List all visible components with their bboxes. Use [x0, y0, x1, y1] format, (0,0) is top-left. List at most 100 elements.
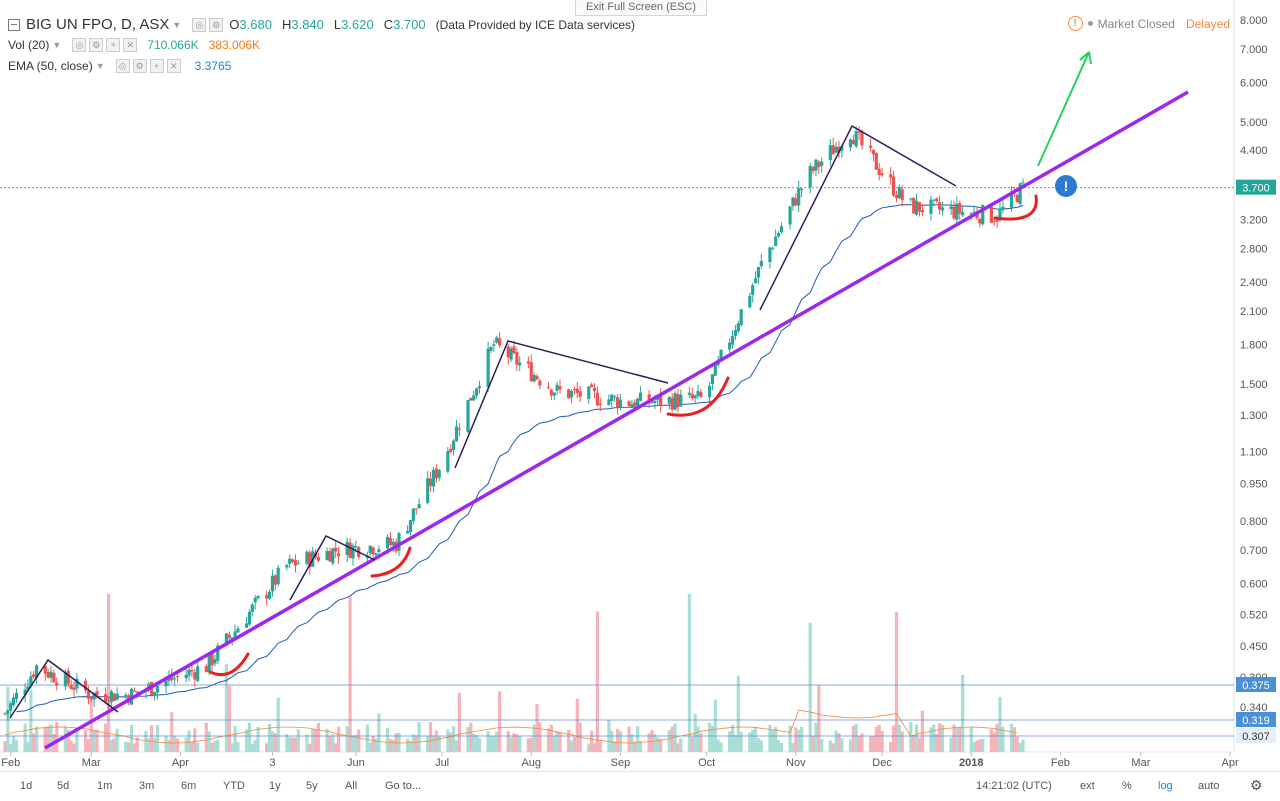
volume-bar: [374, 738, 378, 752]
data-source: (Data Provided by ICE Data services): [435, 17, 636, 32]
volume-bar: [213, 740, 217, 752]
percent-toggle[interactable]: %: [1122, 780, 1132, 792]
candle-body: [572, 389, 576, 391]
volume-bar: [610, 730, 614, 752]
volume-bar: [932, 724, 936, 752]
range-1m[interactable]: 1m: [97, 780, 113, 792]
candle-body: [526, 361, 530, 364]
volume-bar: [49, 724, 53, 752]
candle-body: [575, 388, 579, 393]
candle-body: [190, 670, 194, 672]
price-chart[interactable]: 8.000 7.000 6.000 5.000 4.400 3.200 2.800 2.400…: [0, 0, 1280, 771]
volume-remove-icon[interactable]: ✕: [123, 38, 138, 52]
range-1y[interactable]: 1y: [269, 780, 281, 792]
candle-body: [23, 689, 27, 695]
volume-bar: [83, 729, 88, 752]
range-3m[interactable]: 3m: [139, 780, 155, 792]
volume-bar: [992, 732, 996, 752]
pattern-line: [9, 658, 119, 719]
volume-bar: [949, 737, 953, 752]
ema-remove-icon[interactable]: ✕: [166, 59, 181, 73]
chart-settings-icon[interactable]: ⚙: [1250, 777, 1263, 793]
candle-body: [437, 469, 441, 478]
auto-toggle[interactable]: auto: [1198, 780, 1220, 792]
volume-settings-icon[interactable]: ⚙: [89, 38, 104, 52]
volume-bar: [958, 726, 962, 752]
volume-bar: [667, 730, 671, 752]
bottom-toolbar: 1d 5d 1m 3m 6m YTD 1y 5y All Go to... 14…: [0, 771, 1280, 801]
ema-add-icon[interactable]: +: [149, 59, 164, 73]
candle-body: [1018, 183, 1022, 204]
symbol-dropdown-icon[interactable]: ▼: [172, 19, 182, 30]
volume-bar: [466, 726, 470, 752]
ema-label[interactable]: EMA (50, close): [8, 59, 93, 73]
goto-button[interactable]: Go to...: [385, 780, 422, 792]
ema-visibility-icon[interactable]: ◎: [115, 59, 130, 73]
volume-bar: [3, 741, 7, 752]
time-tick-label: Feb: [1, 757, 20, 769]
candle-body: [670, 397, 674, 410]
candle-body: [354, 545, 358, 548]
cup-arc: [993, 194, 1038, 221]
volume-bar: [26, 741, 30, 752]
delayed-label: Delayed: [1185, 16, 1230, 31]
log-toggle[interactable]: log: [1158, 780, 1173, 792]
volume-bar: [357, 729, 361, 752]
visibility-icon[interactable]: ◎: [192, 17, 207, 32]
candle-body: [351, 545, 355, 559]
ema-dropdown-icon[interactable]: ▼: [95, 61, 105, 71]
time-tick-label: Mar: [1131, 757, 1150, 769]
range-5d[interactable]: 5d: [57, 780, 70, 792]
price-tick-label: 7.000: [1240, 44, 1268, 56]
candle-body: [592, 388, 597, 392]
volume-bar: [331, 734, 335, 752]
close-value: 3.700: [393, 17, 426, 32]
volume-bar: [515, 734, 519, 752]
candle-body: [290, 559, 295, 562]
range-5y[interactable]: 5y: [306, 780, 318, 792]
candle-body: [253, 597, 257, 603]
price-tick-label: 8.000: [1240, 15, 1268, 27]
volume-bar: [917, 738, 922, 752]
time-axis[interactable]: Feb Mar Apr 3 Jun Jul Aug Sep Oct Nov Dec 2018 Feb Ma…: [1, 752, 1239, 769]
candle-body: [569, 390, 574, 398]
volume-visibility-icon[interactable]: ◎: [72, 38, 87, 52]
candle-body: [679, 394, 683, 407]
range-ytd[interactable]: YTD: [223, 780, 245, 792]
volume-bar: [834, 730, 838, 752]
warning-icon[interactable]: !: [1067, 16, 1083, 31]
settings-icon[interactable]: ⚙: [209, 17, 224, 32]
volume-bar: [848, 739, 853, 752]
price-axis[interactable]: 8.000 7.000 6.000 5.000 4.400 3.200 2.800 2.400…: [1240, 15, 1268, 714]
volume-bar: [799, 726, 804, 752]
range-all[interactable]: All: [345, 780, 358, 792]
collapse-legend-icon[interactable]: [8, 18, 20, 31]
volume-bar: [233, 726, 237, 752]
range-1d[interactable]: 1d: [20, 780, 33, 792]
candle-body: [267, 591, 272, 599]
candle-body: [492, 344, 496, 346]
candle-body: [285, 564, 289, 568]
candle-body: [187, 669, 191, 676]
volume-bar: [938, 723, 942, 752]
candle-body: [12, 697, 16, 705]
candle-body: [774, 236, 778, 247]
volume-label[interactable]: Vol (20): [8, 38, 50, 52]
volume-add-icon[interactable]: +: [106, 38, 121, 52]
volume-dropdown-icon[interactable]: ▼: [52, 40, 62, 50]
candle-body: [193, 672, 197, 680]
candle-body: [334, 547, 338, 552]
exit-fullscreen-button[interactable]: Exit Full Screen (ESC): [575, 0, 707, 16]
volume-bar: [690, 736, 694, 752]
ema-settings-icon[interactable]: ⚙: [132, 59, 147, 73]
candle-body: [909, 198, 913, 200]
candle-body: [555, 384, 559, 391]
candle-body: [730, 336, 735, 345]
volume-bar: [150, 725, 154, 752]
volume-bar: [512, 733, 516, 752]
symbol-title[interactable]: BIG UN FPO, D, ASX: [26, 16, 170, 33]
volume-bar: [207, 731, 211, 752]
candle-body: [109, 691, 114, 703]
ext-toggle[interactable]: ext: [1080, 780, 1095, 792]
range-6m[interactable]: 6m: [181, 780, 197, 792]
